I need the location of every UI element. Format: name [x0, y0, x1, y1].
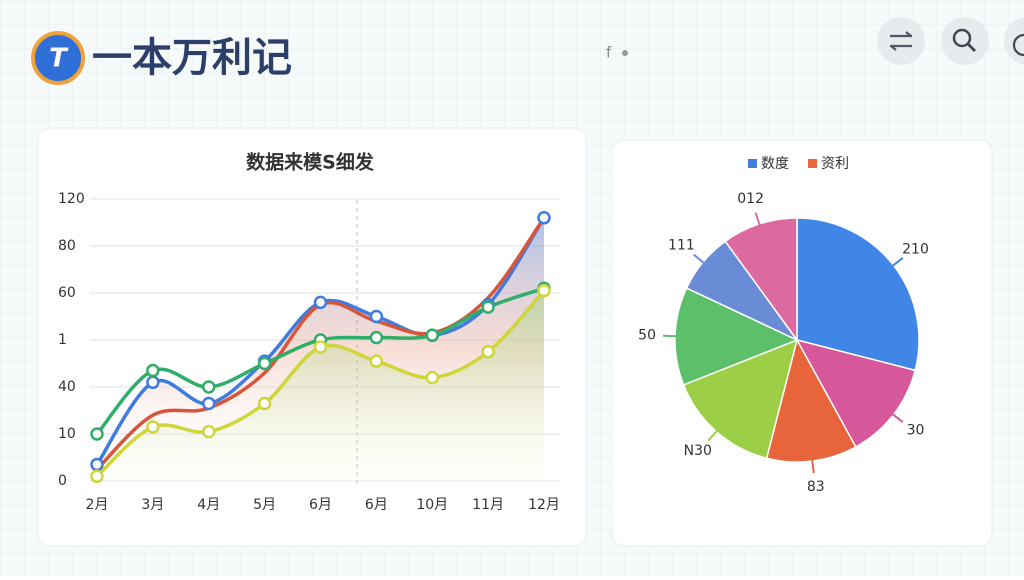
point	[371, 332, 382, 343]
point	[259, 358, 270, 369]
slice-label: 012	[737, 191, 764, 207]
search-button[interactable]	[941, 17, 989, 65]
y-tick-label: 60	[58, 285, 76, 301]
y-tick-label: 0	[58, 473, 67, 489]
y-tick-label: 10	[58, 426, 76, 442]
point	[147, 365, 158, 376]
point	[315, 342, 326, 353]
slice-label: 30	[907, 423, 925, 439]
point	[203, 398, 214, 409]
x-tick-label: 5月	[253, 497, 276, 513]
point	[203, 426, 214, 437]
point	[315, 297, 326, 308]
logo-text: 一本万利记	[92, 35, 292, 81]
slice-label: 83	[807, 479, 825, 495]
point	[427, 330, 438, 341]
y-tick-label: 1	[58, 332, 67, 348]
status-text: f	[606, 44, 612, 62]
slice-label: 210	[902, 241, 929, 257]
y-tick-label: 80	[58, 238, 76, 254]
x-tick-label: 11月	[472, 497, 504, 513]
legend-label: 资利	[821, 156, 849, 172]
logo-glyph: T	[49, 44, 69, 74]
point	[539, 285, 550, 296]
point	[371, 356, 382, 367]
slice-label: 50	[638, 327, 656, 343]
point	[147, 377, 158, 388]
point	[427, 372, 438, 383]
x-tick-label: 2月	[86, 497, 109, 513]
logo[interactable]: T 一本万利记	[33, 33, 292, 83]
legend-swatch	[808, 159, 817, 168]
point	[92, 429, 103, 440]
x-tick-label: 4月	[197, 497, 220, 513]
point	[483, 346, 494, 357]
point	[259, 398, 270, 409]
x-tick-label: 3月	[141, 497, 164, 513]
point	[203, 382, 214, 393]
button-bg	[877, 17, 925, 65]
y-tick-label: 40	[58, 379, 76, 395]
button-bg	[941, 17, 989, 65]
point	[92, 459, 103, 470]
legend-label: 数度	[761, 156, 789, 172]
slice-label: 111	[668, 238, 695, 254]
point	[483, 302, 494, 313]
point	[539, 212, 550, 223]
chart-title: 数据来模S细发	[246, 151, 375, 174]
point	[92, 471, 103, 482]
y-tick-label: 120	[58, 191, 85, 207]
x-tick-label: 12月	[528, 497, 560, 513]
slice-label: N30	[684, 443, 712, 459]
status-dot	[622, 50, 628, 56]
legend-swatch	[748, 159, 757, 168]
x-tick-label: 6月	[309, 497, 332, 513]
x-tick-label: 10月	[416, 497, 448, 513]
point	[371, 311, 382, 322]
point	[147, 421, 158, 432]
x-tick-label: 6月	[365, 497, 388, 513]
filter-button[interactable]	[877, 17, 925, 65]
